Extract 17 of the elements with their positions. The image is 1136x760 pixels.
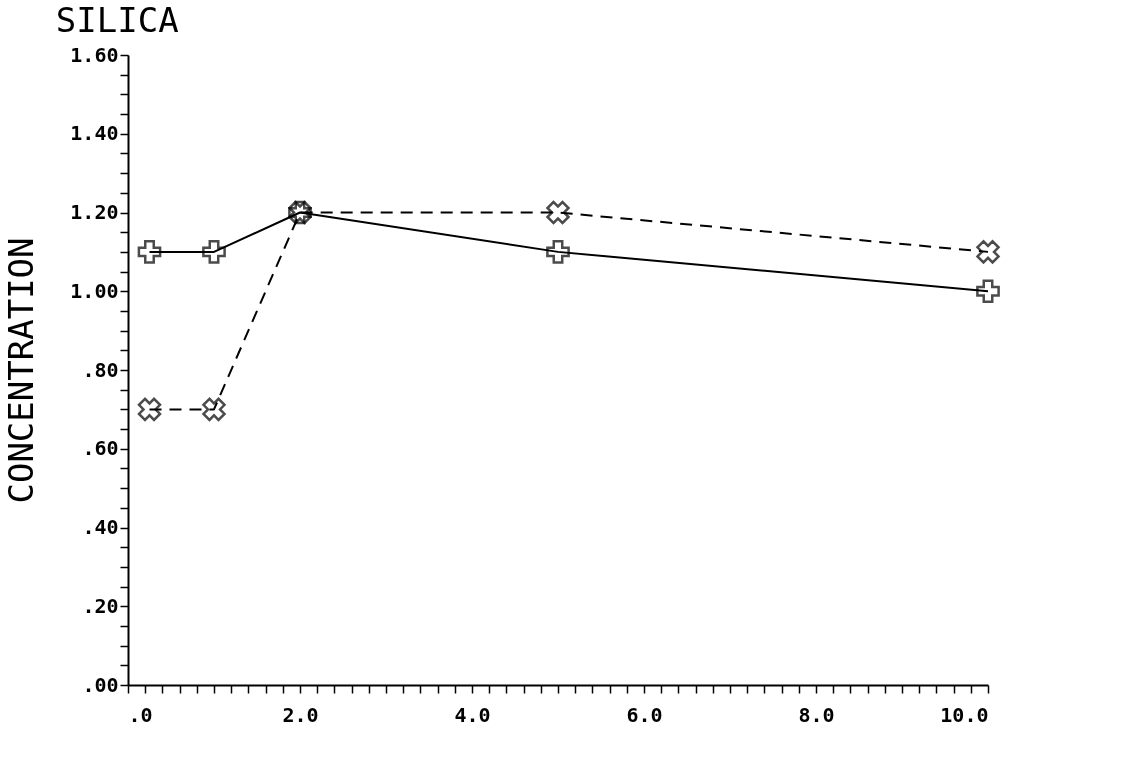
y-tick-label: 1.60 bbox=[70, 42, 119, 67]
x-tick-label: 6.0 bbox=[626, 702, 663, 727]
x-tick-label: 8.0 bbox=[798, 702, 835, 727]
y-tick-label: .60 bbox=[82, 436, 119, 461]
y-tick-label: 1.20 bbox=[70, 200, 119, 224]
x-tick-label: .0 bbox=[128, 702, 153, 727]
y-tick-label: .20 bbox=[82, 593, 119, 618]
y-tick-label: 1.40 bbox=[70, 121, 119, 146]
x-tick-label: 2.0 bbox=[282, 702, 319, 727]
y-tick-label: .00 bbox=[82, 672, 119, 697]
y-tick-label: .80 bbox=[82, 357, 119, 382]
y-axis-title: CONCENTRATION bbox=[1, 237, 42, 504]
x-tick-label: 10.0 bbox=[940, 702, 989, 727]
chart-title: SILICA bbox=[55, 0, 179, 40]
y-tick-label: 1.00 bbox=[70, 278, 119, 303]
x-tick-label: 4.0 bbox=[454, 702, 491, 727]
y-tick-label: .40 bbox=[82, 515, 119, 539]
